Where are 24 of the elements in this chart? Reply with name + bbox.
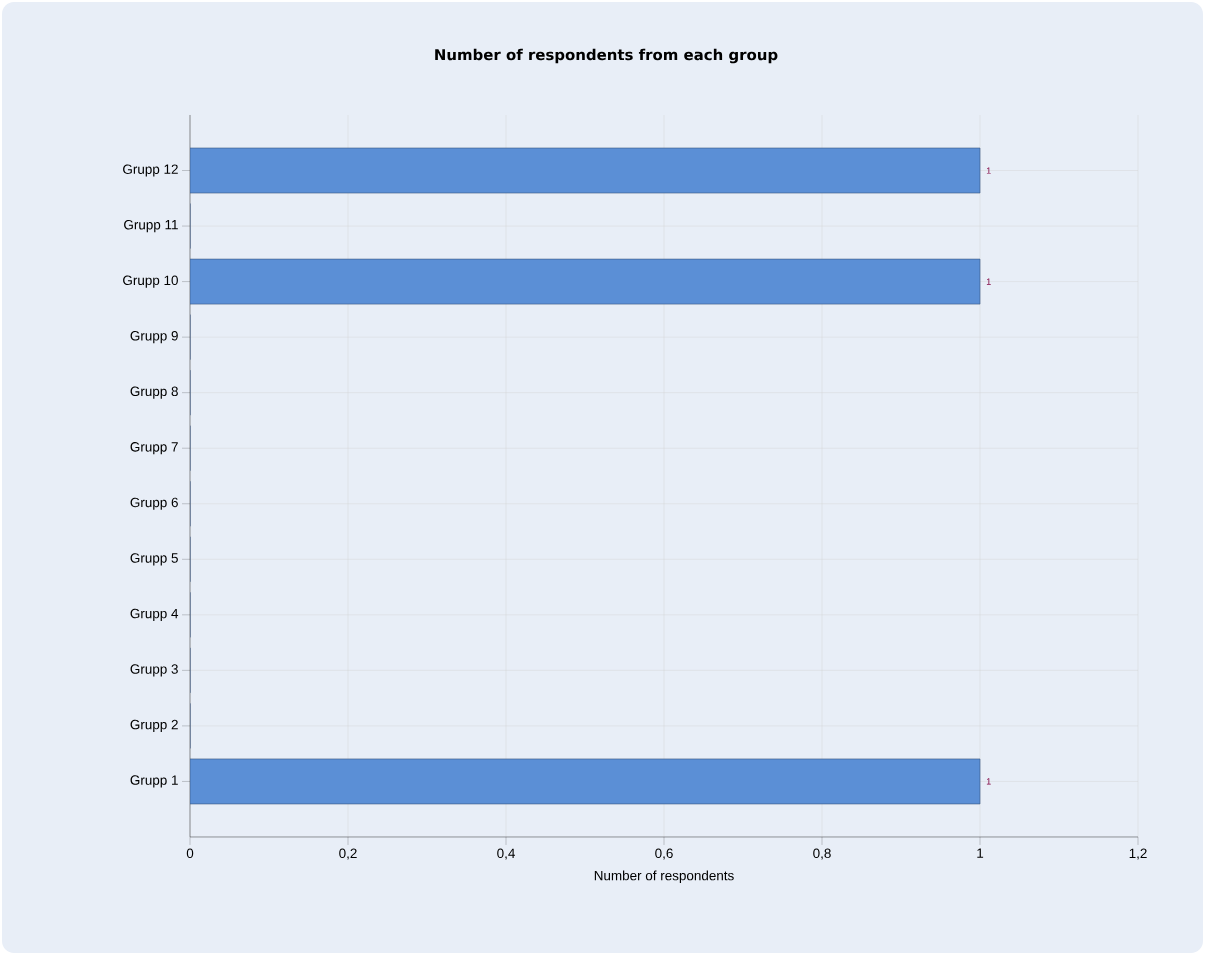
x-tick-label: 0 <box>186 848 194 859</box>
y-tick-label: Grupp 6 <box>130 497 178 510</box>
y-tick-label: Grupp 5 <box>130 553 178 566</box>
x-tick-label: 0,6 <box>655 848 673 860</box>
y-tick-label: Grupp 2 <box>130 719 178 732</box>
chart-title: Number of respondents from each group <box>435 48 778 64</box>
x-tick-label: 1,2 <box>1129 848 1147 860</box>
y-tick-label: Grupp 11 <box>124 219 178 233</box>
y-tick-label: Grupp 8 <box>130 386 178 399</box>
y-tick-label: Grupp 4 <box>130 608 179 621</box>
y-tick-label: Grupp 3 <box>130 664 178 677</box>
data-label: 1 <box>986 167 991 174</box>
y-tick-label: Grupp 9 <box>130 331 178 344</box>
y-tick-label: Grupp 7 <box>130 442 178 455</box>
y-tick-label: Grupp 10 <box>123 275 178 288</box>
x-tick-label: 0,4 <box>497 848 515 860</box>
data-label: 1 <box>986 278 991 285</box>
y-tick-label: Grupp 12 <box>123 164 178 177</box>
x-tick-label: 1 <box>977 848 984 858</box>
x-tick-label: 0,8 <box>813 848 831 860</box>
data-label: 1 <box>986 778 991 785</box>
x-tick-label: 0,2 <box>339 848 357 860</box>
x-axis-title: Number of respondents <box>594 870 734 883</box>
y-tick-label: Grupp 1 <box>130 775 178 788</box>
